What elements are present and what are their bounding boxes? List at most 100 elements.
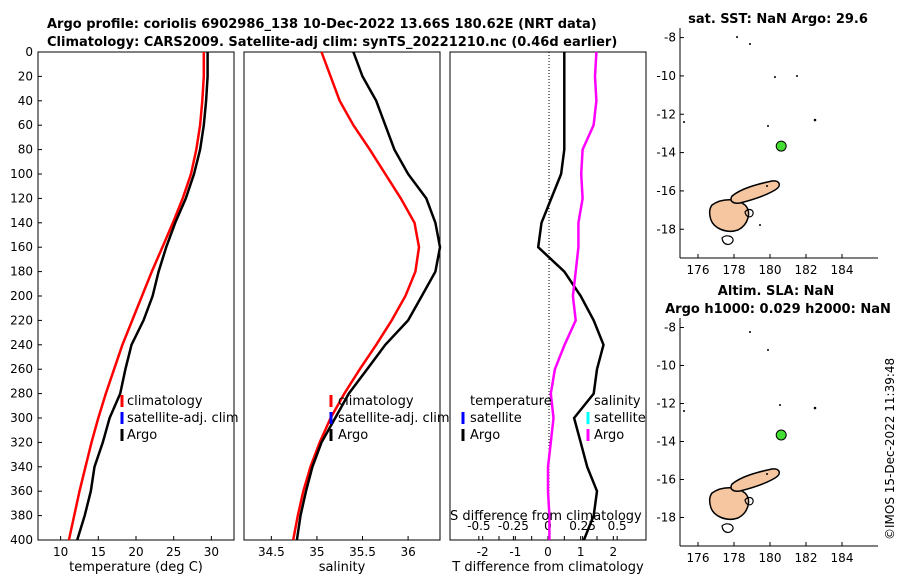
- viti-levu-island: [708, 199, 750, 232]
- map-y-tick-label: -10: [656, 69, 676, 83]
- islet: [766, 185, 768, 187]
- sst-map-title: sat. SST: NaN Argo: 29.6: [688, 12, 868, 27]
- islet: [766, 473, 768, 475]
- difference-x-tick-label: 2: [610, 545, 618, 559]
- map-y-tick-label: -18: [656, 511, 676, 525]
- temperature-legend: climatology satellite-adj. clim Argo: [120, 394, 239, 443]
- temperature-argo-line: [76, 52, 209, 541]
- islet: [774, 76, 776, 78]
- temperature-xlabel: temperature (deg C): [69, 560, 203, 575]
- map-y-tick-label: -14: [656, 146, 676, 160]
- temperature-y-tick-label: 340: [10, 460, 33, 474]
- temperature-y-tick-label: 380: [10, 509, 33, 523]
- difference-x-tick-label: 0: [544, 519, 552, 533]
- difference-x-tick-label: -2: [477, 545, 489, 559]
- temperature-y-tick-label: 260: [10, 362, 33, 376]
- temperature-x-tick-label: 30: [204, 545, 219, 559]
- map-y-tick-label: -12: [656, 397, 676, 411]
- map-x-tick-label: 178: [723, 263, 746, 277]
- islet: [796, 75, 798, 77]
- sla-map-title-line2: Argo h1000: 0.029 h2000: NaN: [665, 302, 891, 317]
- temperature-y-tick-label: 360: [10, 484, 33, 498]
- islet: [683, 410, 685, 412]
- islet: [683, 121, 685, 123]
- map-y-tick-label: -18: [656, 222, 676, 236]
- map-x-tick-label: 180: [759, 551, 782, 565]
- temperature-y-tick-label: 40: [18, 94, 33, 108]
- salinity-legend: climatology satellite-adj. clim Argo: [329, 394, 450, 443]
- temperature-y-tick-label: 20: [18, 69, 33, 83]
- argo-float-position-marker: [775, 140, 787, 152]
- sla-map-panel: Altim. SLA: NaN Argo h1000: 0.029 h2000:…: [656, 284, 890, 565]
- difference-legend-salinity: salinity satellite Argo: [586, 394, 646, 443]
- difference-legend-temperature: temperature satellite Argo: [461, 394, 552, 443]
- temperature-legend-argo: Argo: [127, 428, 157, 443]
- map-x-tick-label: 176: [687, 263, 710, 277]
- salinity-x-tick-label: 35: [309, 545, 324, 559]
- temperature-y-tick-label: 100: [10, 167, 33, 181]
- kadavu-island: [721, 523, 734, 533]
- temperature-y-tick-label: 240: [10, 338, 33, 352]
- salinity-x-ticks: 34.5 35 35.5 36: [258, 536, 416, 559]
- sst-map-x-ticks: 176 178 180 182 184: [687, 254, 853, 277]
- difference-x-tick-label: -0.25: [498, 519, 529, 533]
- salinity-xlabel: salinity: [319, 560, 366, 575]
- temperature-x-tick-label: 15: [91, 545, 106, 559]
- temperature-y-tick-label: 180: [10, 265, 33, 279]
- map-y-tick-label: -10: [656, 359, 676, 373]
- map-x-tick-label: 180: [759, 263, 782, 277]
- fiji-islands: [683, 331, 817, 533]
- temperature-x-tick-label: 10: [53, 545, 68, 559]
- map-x-tick-label: 184: [831, 551, 854, 565]
- sst-map-panel: sat. SST: NaN Argo: 29.6 -8-10-12-14-16-…: [656, 12, 878, 277]
- temperature-difference-xlabel: T difference from climatology: [451, 560, 644, 575]
- islet: [813, 406, 817, 410]
- salinity-legend-satellite: satellite-adj. clim: [338, 411, 450, 426]
- salinity-profile-panel: 34.5 35 35.5 36 climatology satellite-adj. …: [243, 51, 450, 575]
- difference-x-ticks: -2 -1 0 1 2: [477, 536, 617, 559]
- legend-t-satellite: satellite: [470, 411, 522, 426]
- ovalau-island: [744, 208, 754, 218]
- sla-map-title-line1: Altim. SLA: NaN: [718, 284, 834, 299]
- fiji-islands: [683, 36, 817, 245]
- temperature-y-tick-label: 320: [10, 435, 33, 449]
- islet: [767, 125, 769, 127]
- islet: [813, 118, 817, 122]
- temperature-y-tick-label: 400: [10, 533, 33, 547]
- sla-map-y-ticks: -8 -10 -12 -14 -16 -18: [656, 321, 684, 525]
- map-y-tick-label: -8: [664, 31, 676, 45]
- islet: [736, 36, 738, 38]
- temperature-y-tick-label: 120: [10, 191, 33, 205]
- salinity-x-tick-label: 36: [400, 545, 415, 559]
- salinity-difference-xlabel: S difference from climatology: [450, 509, 642, 524]
- salinity-x-tick-label: 34.5: [258, 545, 285, 559]
- map-x-tick-label: 178: [723, 551, 746, 565]
- difference-x-tick-label: -1: [509, 545, 521, 559]
- sla-map-x-ticks: 176 178 180 182 184: [687, 542, 854, 565]
- legend-salinity-title: salinity: [594, 394, 641, 409]
- legend-t-argo: Argo: [470, 428, 500, 443]
- legend-s-argo: Argo: [594, 428, 624, 443]
- temperature-y-tick-label: 300: [10, 411, 33, 425]
- salinity-argo-line: [295, 51, 442, 541]
- temperature-profile-panel: 0 20 40 60 80 100 120 140 160 180 200 220 240 260 280 3…: [10, 45, 239, 575]
- temperature-x-tick-label: 20: [128, 545, 143, 559]
- temperature-y-tick-label: 220: [10, 313, 33, 327]
- temperature-difference-line: [536, 52, 605, 541]
- figure-title-line2: Climatology: CARS2009. Satellite-adj cli…: [47, 35, 617, 50]
- difference-x-tick-label: 1: [577, 545, 585, 559]
- ovalau-island: [744, 496, 754, 506]
- difference-x-tick-label: 0: [544, 545, 552, 559]
- argo-float-position-marker: [775, 429, 787, 441]
- map-x-tick-label: 182: [795, 551, 818, 565]
- imos-timestamp: ©IMOS 15-Dec-2022 11:39:48: [883, 358, 897, 540]
- temperature-legend-climatology: climatology: [127, 394, 203, 409]
- legend-s-satellite: satellite: [594, 411, 646, 426]
- salinity-x-tick-label: 35.5: [349, 545, 376, 559]
- difference-x-tick-label: -0.5: [467, 519, 490, 533]
- islet: [759, 224, 761, 226]
- difference-top-x-ticks: -0.5 -0.25 0 0.25 0.5: [467, 519, 627, 540]
- temperature-y-tick-label: 80: [18, 143, 33, 157]
- temperature-y-tick-label: 160: [10, 240, 33, 254]
